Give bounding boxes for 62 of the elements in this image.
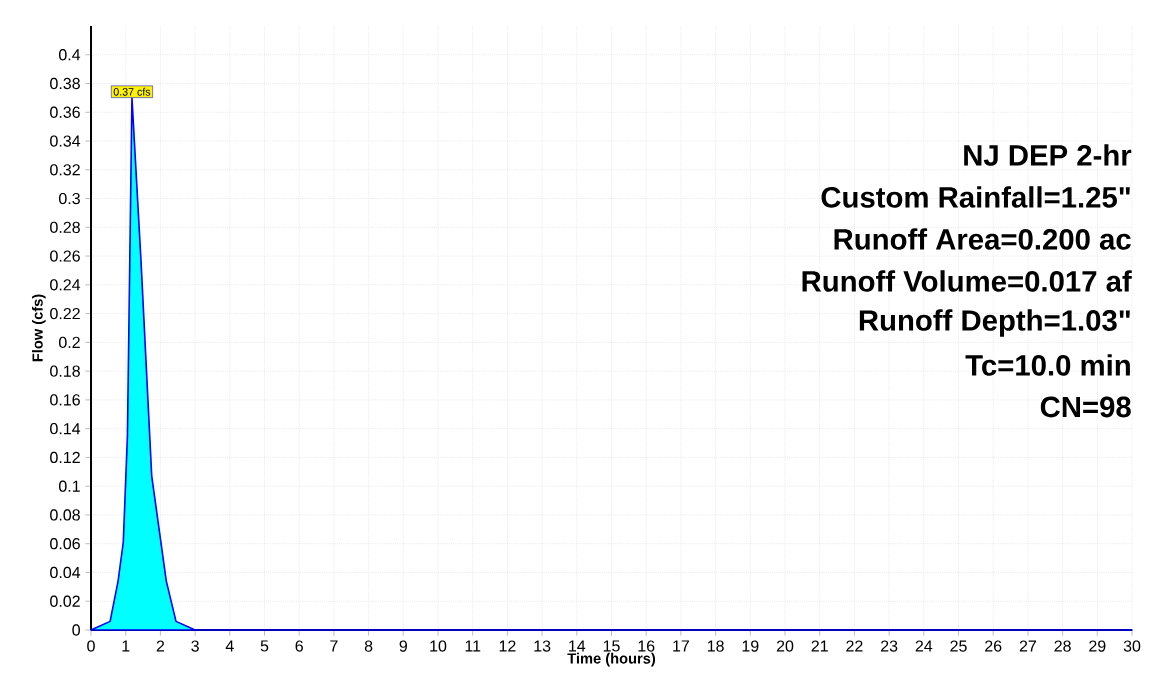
y-tick-label: 0.4: [58, 49, 81, 61]
y-tick-label: 0.34: [50, 135, 81, 147]
x-tick-label: 30: [1123, 640, 1141, 652]
x-tick-label: 29: [1089, 640, 1106, 652]
y-tick-label: 0.04: [50, 566, 81, 579]
annotation: Runoff Depth=1.03": [859, 309, 1130, 337]
annotation: CN=98: [1040, 396, 1131, 418]
x-tick-label: 15: [603, 640, 620, 652]
annotation: Tc=10.0 min: [965, 354, 1130, 376]
y-tick-label: 0.12: [50, 451, 80, 464]
x-tick-label: 2: [156, 640, 165, 652]
y-tick-label: 0.28: [50, 221, 80, 233]
x-tick-label: 25: [950, 640, 967, 652]
y-tick-label: 0.22: [50, 307, 80, 320]
x-tick-label: 12: [499, 640, 516, 652]
x-tick-label: 22: [846, 640, 863, 652]
x-tick-label: 9: [399, 640, 407, 652]
x-tick-label: 0: [87, 640, 95, 652]
y-tick-label: 0.38: [50, 77, 80, 90]
x-axis-title: Time (hours): [567, 652, 656, 667]
x-tick-label: 13: [534, 640, 551, 652]
x-tick-label: 28: [1054, 640, 1071, 652]
x-tick-label: 10: [430, 640, 447, 652]
x-tick-label: 3: [191, 640, 199, 652]
y-axis-title: Flow (cfs): [31, 294, 46, 362]
y-tick-label: 0.1: [58, 480, 80, 492]
x-tick-label: 24: [915, 640, 933, 652]
x-tick-label: 27: [1019, 640, 1036, 652]
x-tick-label: 14: [569, 640, 586, 652]
annotation: Custom Rainfall=1.25": [821, 186, 1130, 208]
x-tick-label: 19: [742, 640, 759, 652]
annotation: 0.37 cfs: [113, 87, 151, 96]
y-tick-label: 0.08: [50, 509, 80, 521]
y-tick-label: 0.14: [50, 422, 81, 435]
x-tick-label: 17: [673, 640, 689, 652]
x-tick-label: 16: [638, 640, 655, 652]
annotation: Runoff Volume=0.017 af: [802, 270, 1132, 292]
y-tick-label: 0.02: [50, 595, 80, 607]
y-tick-label: 0.16: [50, 394, 80, 406]
x-tick-label: 23: [881, 640, 898, 652]
x-tick-label: 21: [811, 640, 828, 652]
y-tick-label: 0.36: [50, 106, 80, 118]
x-tick-label: 7: [330, 640, 338, 652]
y-tick-label: 0.26: [50, 250, 80, 262]
y-tick-label: 0: [72, 624, 80, 636]
y-tick-label: 0.06: [50, 538, 80, 550]
y-tick-label: 0.2: [58, 336, 80, 349]
x-tick-label: 26: [985, 640, 1002, 652]
x-tick-label: 5: [260, 640, 269, 652]
x-tick-label: 18: [707, 640, 724, 652]
x-tick-label: 4: [225, 640, 234, 652]
y-tick-label: 0.32: [50, 164, 80, 176]
x-tick-label: 20: [776, 640, 794, 652]
annotation: Runoff Area=0.200 ac: [834, 228, 1131, 250]
x-tick-label: 8: [364, 640, 373, 652]
y-tick-label: 0.18: [50, 365, 80, 377]
x-tick-label: 11: [465, 640, 481, 652]
y-tick-label: 0.3: [58, 192, 80, 205]
x-tick-label: 6: [295, 640, 303, 652]
y-tick-label: 0.24: [50, 279, 81, 291]
x-tick-label: 1: [122, 640, 130, 652]
annotation: NJ DEP 2-hr: [964, 144, 1132, 166]
